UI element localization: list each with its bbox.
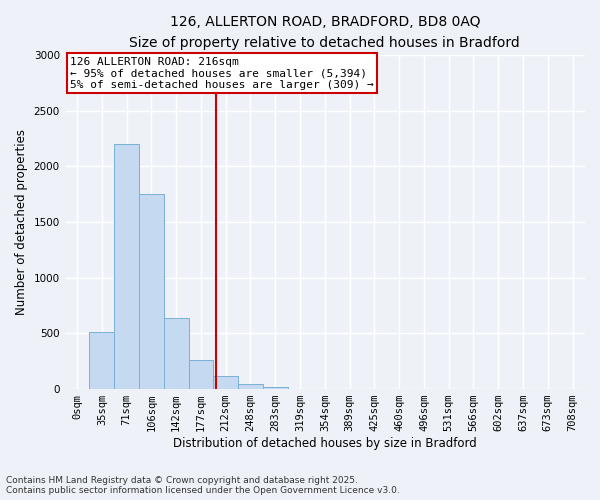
- Bar: [89, 332, 114, 389]
- Bar: [164, 318, 188, 389]
- Bar: [287, 388, 313, 389]
- Bar: [238, 384, 263, 389]
- Text: 126 ALLERTON ROAD: 216sqm
← 95% of detached houses are smaller (5,394)
5% of sem: 126 ALLERTON ROAD: 216sqm ← 95% of detac…: [70, 56, 374, 90]
- Title: 126, ALLERTON ROAD, BRADFORD, BD8 0AQ
Size of property relative to detached hous: 126, ALLERTON ROAD, BRADFORD, BD8 0AQ Si…: [130, 15, 520, 50]
- Text: Contains HM Land Registry data © Crown copyright and database right 2025.
Contai: Contains HM Land Registry data © Crown c…: [6, 476, 400, 495]
- Bar: [214, 376, 238, 389]
- Bar: [188, 360, 214, 389]
- Bar: [139, 194, 164, 389]
- Bar: [263, 387, 287, 389]
- X-axis label: Distribution of detached houses by size in Bradford: Distribution of detached houses by size …: [173, 437, 477, 450]
- Bar: [114, 144, 139, 389]
- Y-axis label: Number of detached properties: Number of detached properties: [15, 129, 28, 315]
